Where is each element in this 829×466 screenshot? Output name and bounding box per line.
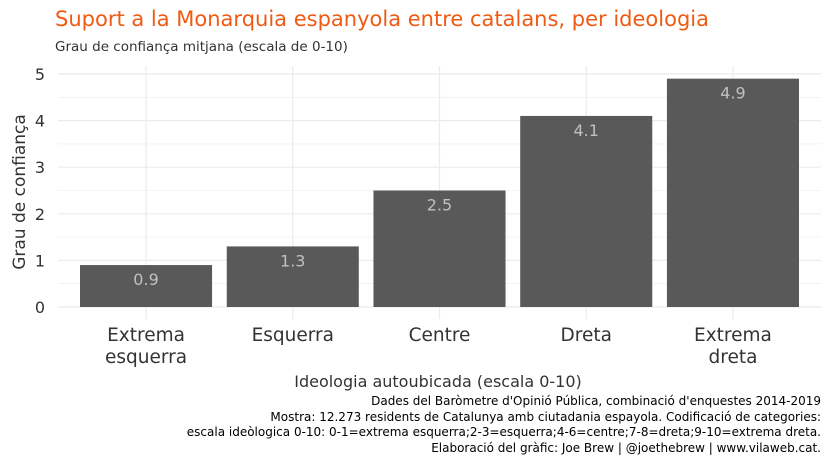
bar — [666, 78, 799, 307]
caption: Dades del Baròmetre d'Opinió Pública, co… — [187, 394, 821, 456]
x-tick-label: Extrema dreta — [694, 325, 772, 368]
y-tick-label: 1 — [35, 251, 45, 270]
data-label: 0.9 — [133, 270, 158, 289]
bar — [373, 190, 506, 307]
caption-line: Mostra: 12.273 residents de Catalunya am… — [270, 409, 821, 424]
y-tick-label: 0 — [35, 298, 45, 317]
bar — [80, 265, 213, 307]
y-tick-label: 5 — [35, 65, 45, 84]
x-tick-label: Esquerra — [252, 325, 334, 346]
x-tick-label: Centre — [409, 325, 471, 346]
y-axis-label: Grau de confiança — [10, 114, 30, 270]
data-label: 1.3 — [280, 251, 305, 270]
x-tick-label: Dreta — [561, 325, 612, 346]
caption-line: Elaboració del gràfic: Joe Brew | @joeth… — [431, 440, 821, 455]
x-axis-label: Ideologia autoubicada (escala 0-10) — [294, 372, 582, 391]
chart-title: Suport a la Monarquia espanyola entre ca… — [55, 7, 709, 31]
data-label: 4.1 — [574, 121, 599, 140]
bar — [520, 115, 653, 307]
bar — [226, 246, 359, 307]
data-label: 4.9 — [720, 84, 745, 103]
chart-subtitle: Grau de confiança mitjana (escala de 0-1… — [55, 39, 348, 55]
data-label: 2.5 — [427, 196, 452, 215]
y-tick-label: 4 — [35, 112, 45, 131]
caption-line: Dades del Baròmetre d'Opinió Pública, co… — [371, 394, 821, 408]
x-tick-label: Extrema esquerra — [105, 325, 187, 368]
y-tick-label: 3 — [35, 158, 45, 177]
y-tick-label: 2 — [35, 205, 45, 224]
caption-line: escala ideòlogica 0-10: 0-1=extrema esqu… — [186, 425, 821, 439]
